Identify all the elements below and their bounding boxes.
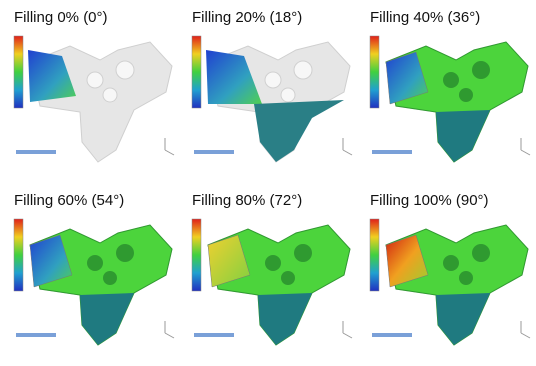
- melt-lower: [80, 293, 134, 345]
- casting-hole: [472, 244, 490, 262]
- melt-lower: [254, 100, 344, 162]
- axis-glyph: [521, 333, 530, 338]
- logo: [194, 333, 234, 337]
- axis-glyph: [521, 150, 530, 155]
- axis-glyph: [343, 333, 352, 338]
- color-legend: [192, 219, 201, 291]
- casting-hole: [103, 271, 117, 285]
- casting-hole: [265, 72, 281, 88]
- panel: Filling 0% (0°): [14, 9, 174, 162]
- casting-hole: [294, 244, 312, 262]
- panel-title: Filling 0% (0°): [14, 9, 108, 26]
- melt-lower: [258, 293, 312, 345]
- color-legend: [370, 36, 379, 108]
- panel-title: Filling 100% (90°): [370, 192, 489, 209]
- color-legend: [14, 219, 23, 291]
- casting-hole: [459, 271, 473, 285]
- casting-hole: [443, 255, 459, 271]
- casting-hole: [116, 61, 134, 79]
- logo: [372, 150, 412, 154]
- casting-hole: [294, 61, 312, 79]
- casting-hole: [103, 88, 117, 102]
- logo: [16, 150, 56, 154]
- logo: [372, 333, 412, 337]
- casting-hole: [87, 255, 103, 271]
- panel: Filling 40% (36°): [370, 9, 530, 162]
- casting-hole: [87, 72, 103, 88]
- panel: Filling 80% (72°): [192, 192, 352, 345]
- casting-hole: [281, 271, 295, 285]
- melt-lower: [436, 293, 490, 345]
- casting-hole: [472, 61, 490, 79]
- panel-title: Filling 20% (18°): [192, 9, 302, 26]
- logo: [16, 333, 56, 337]
- panel-title: Filling 40% (36°): [370, 9, 480, 26]
- casting-hole: [443, 72, 459, 88]
- axis-glyph: [165, 150, 174, 155]
- casting-hole: [116, 244, 134, 262]
- color-legend: [192, 36, 201, 108]
- panel: Filling 100% (90°): [370, 192, 530, 345]
- figure: Filling 0% (0°) Filling 20% (18°) Filling …: [0, 0, 536, 366]
- panel-title: Filling 80% (72°): [192, 192, 302, 209]
- panel: Filling 60% (54°): [14, 192, 174, 345]
- melt-lower: [436, 110, 490, 162]
- axis-glyph: [165, 333, 174, 338]
- axis-glyph: [343, 150, 352, 155]
- panel: Filling 20% (18°): [192, 9, 352, 162]
- page: Filling 0% (0°) Filling 20% (18°) Filling …: [0, 0, 536, 366]
- logo: [194, 150, 234, 154]
- casting-hole: [281, 88, 295, 102]
- casting-hole: [265, 255, 281, 271]
- color-legend: [370, 219, 379, 291]
- color-legend: [14, 36, 23, 108]
- casting-hole: [459, 88, 473, 102]
- panel-title: Filling 60% (54°): [14, 192, 124, 209]
